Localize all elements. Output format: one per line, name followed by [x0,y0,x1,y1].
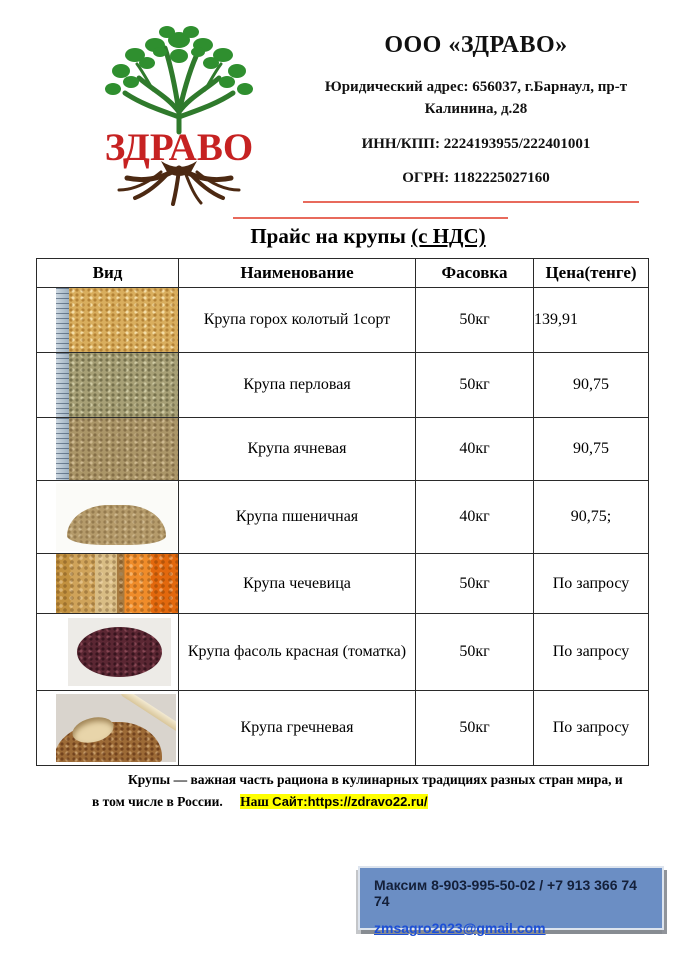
product-photo-cell [36,690,179,766]
zdravo-logo: ЗДРАВО [90,20,268,208]
product-photo-cell [36,287,179,353]
grain-texture [69,353,178,417]
product-name: Крупа ячневая [178,417,416,481]
product-name: Крупа чечевица [178,553,416,614]
beans-pile [77,626,162,678]
contact-phone: Максим 8-903-995-50-02 / +7 913 366 74 7… [374,877,637,909]
company-address: Юридический адрес: 656037, г.Барнаул, пр… [298,77,654,121]
table-header-row: Вид Наименование Фасовка Цена(тенге) [36,258,649,288]
product-packing: 50кг [415,613,534,691]
price-table: Вид Наименование Фасовка Цена(тенге) Кру… [36,258,649,766]
product-photo-cell [36,352,179,418]
col-header-price: Цена(тенге) [533,258,649,288]
product-packing: 50кг [415,352,534,418]
photo-barley-groats [56,418,178,480]
product-price: 90,75 [533,417,649,481]
table-row: Крупа фасоль красная (томатка) 50кг По з… [36,613,649,691]
col-header-name: Наименование [178,258,416,288]
photo-lentil-stripes [56,554,178,613]
footer-note: Крупы — важная часть рациона в кулинарны… [92,769,628,812]
product-name: Крупа перловая [178,352,416,418]
product-packing: 40кг [415,480,534,554]
product-photo-cell [36,480,179,554]
product-packing: 50кг [415,553,534,614]
company-address-line2: Калинина, д.28 [424,100,528,117]
grain-texture [69,418,178,480]
ruler-strip-icon [56,353,69,417]
ruler-strip-icon [56,418,69,480]
product-packing: 50кг [415,287,534,353]
table-row: Крупа перловая 50кг 90,75 [36,352,649,418]
table-row: Крупа ячневая 40кг 90,75 [36,417,649,481]
company-ogrn: ОГРН: 1182225027160 [402,169,550,186]
table-row: Крупа чечевица 50кг По запросу [36,553,649,614]
photo-wheat-groats-pile [56,483,177,551]
product-name: Крупа фасоль красная (томатка) [178,613,416,691]
footer-text: Крупы — важная часть рациона в кулинарны… [92,772,623,809]
red-divider-line-top [303,201,639,203]
table-row: Крупа горох колотый 1сорт 50кг 139,91 [36,287,649,353]
table-row: Крупа гречневая 50кг По запросу [36,690,649,766]
product-price: По запросу [533,613,649,691]
product-price: 139,91 [533,287,649,353]
tree-logo-icon: ЗДРАВО [105,26,253,206]
site-link[interactable]: Сайт:https://zdravo22.ru/ [272,793,428,809]
grain-texture [69,288,178,352]
company-inn-kpp: ИНН/КПП: 2224193955/222401001 [361,135,591,152]
company-address-line1: Юридический адрес: 656037, г.Барнаул, пр… [324,79,628,95]
product-photo-cell [36,417,179,481]
product-photo-cell [36,613,179,691]
col-header-view: Вид [36,258,179,288]
product-price: 90,75 [533,352,649,418]
photo-buckwheat-with-spoon [56,694,176,762]
grain-pile [66,505,167,545]
col-header-packing: Фасовка [415,258,534,288]
table-row: Крупа пшеничная 40кг 90,75; [36,480,649,554]
photo-yellow-split-peas [56,288,178,352]
product-price: По запросу [533,690,649,766]
product-name: Крупа горох колотый 1сорт [178,287,416,353]
site-link-label[interactable]: Наш [240,793,273,809]
product-packing: 40кг [415,417,534,481]
product-packing: 50кг [415,690,534,766]
company-info-block: ООО «ЗДРАВО» Юридический адрес: 656037, … [298,32,654,187]
product-name: Крупа пшеничная [178,480,416,554]
product-price: 90,75; [533,480,649,554]
company-name: ООО «ЗДРАВО» [384,32,568,58]
page-title: Прайс на крупы (с НДС) [26,224,684,249]
ruler-strip-icon [56,288,69,352]
photo-pearl-barley [56,353,178,417]
red-divider-line-title [233,217,508,219]
photo-red-beans-pile [68,618,171,686]
product-price: По запросу [533,553,649,614]
page-title-prefix: Прайс на крупы [250,224,412,248]
logo-text: ЗДРАВО [105,126,253,169]
contact-box: Максим 8-903-995-50-02 / +7 913 366 74 7… [358,866,664,936]
page-title-nds: (с НДС) [411,224,486,248]
contact-email-link[interactable]: zmsagro2023@gmail.com [374,920,546,936]
product-name: Крупа гречневая [178,690,416,766]
product-photo-cell [36,553,179,614]
